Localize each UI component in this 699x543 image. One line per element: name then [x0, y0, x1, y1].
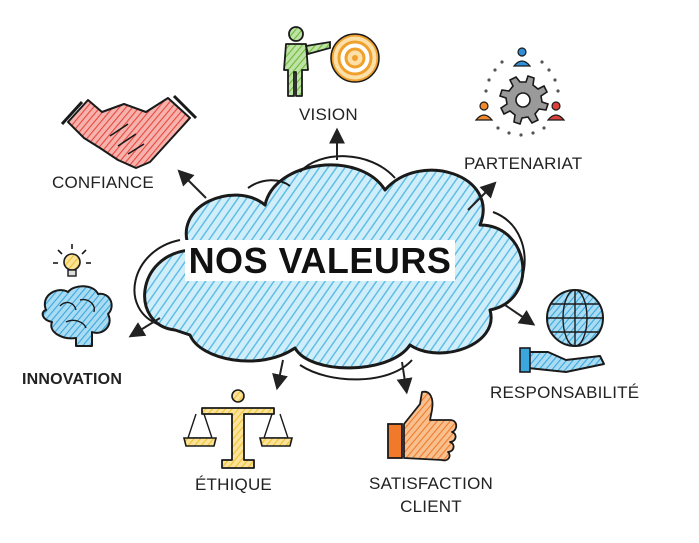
thumbs-up-icon	[387, 390, 458, 462]
arrow-ethique	[272, 359, 288, 391]
arrow-partenariat	[467, 181, 497, 211]
arrow-confiance	[177, 169, 207, 199]
label-confiance: CONFIANCE	[52, 173, 154, 192]
brain-icon	[41, 285, 113, 347]
diagram-title: NOS VALEURS	[150, 240, 490, 282]
label-satisfaction-line2: CLIENT	[400, 497, 462, 516]
label-responsabilite: RESPONSABILITÉ	[490, 383, 640, 402]
globe-hand-icon	[519, 289, 605, 373]
lightbulb-icon	[53, 244, 91, 277]
arrow-satisfaction	[396, 361, 413, 395]
arrow-innovation	[128, 317, 161, 338]
bullseye	[330, 33, 380, 83]
label-vision: VISION	[299, 105, 358, 124]
arrow-responsabilite	[504, 304, 536, 326]
scales-icon	[182, 389, 294, 469]
vision-person-icon	[283, 26, 331, 97]
label-partenariat: PARTENARIAT	[464, 154, 583, 173]
connector-arrows	[128, 127, 536, 395]
handshake-icon	[60, 94, 198, 169]
label-ethique: ÉTHIQUE	[195, 475, 272, 494]
gear-people-icon	[474, 47, 566, 137]
label-satisfaction-line1: SATISFACTION	[369, 474, 493, 493]
target-icon	[283, 26, 380, 97]
label-innovation: INNOVATION	[22, 371, 123, 388]
